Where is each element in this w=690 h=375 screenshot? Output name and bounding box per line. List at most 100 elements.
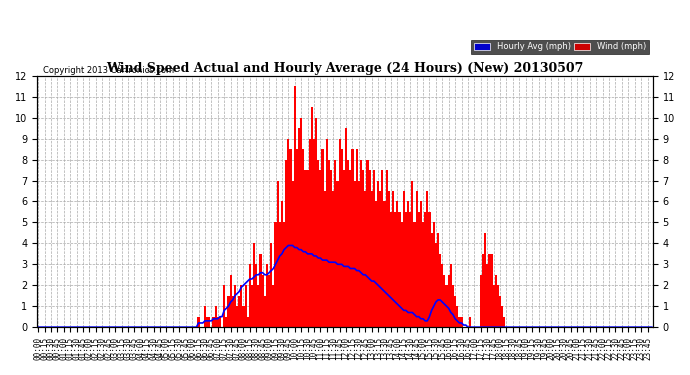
Bar xyxy=(375,201,377,327)
Bar xyxy=(373,170,375,327)
Bar xyxy=(234,285,236,327)
Bar xyxy=(277,180,279,327)
Bar xyxy=(403,191,405,327)
Bar xyxy=(206,316,208,327)
Bar xyxy=(351,149,353,327)
Bar xyxy=(355,149,358,327)
Bar xyxy=(266,264,268,327)
Bar xyxy=(294,86,296,327)
Bar xyxy=(345,128,347,327)
Bar xyxy=(484,233,486,327)
Bar xyxy=(437,233,439,327)
Bar xyxy=(382,170,384,327)
Bar xyxy=(197,316,199,327)
Bar xyxy=(413,222,415,327)
Bar xyxy=(242,306,244,327)
Bar xyxy=(435,243,437,327)
Bar xyxy=(251,285,253,327)
Bar xyxy=(495,275,497,327)
Text: Copyright 2013 Cartronics.com: Copyright 2013 Cartronics.com xyxy=(43,66,175,75)
Bar xyxy=(230,275,232,327)
Bar xyxy=(448,275,450,327)
Bar xyxy=(296,149,298,327)
Bar xyxy=(377,180,380,327)
Bar xyxy=(337,180,339,327)
Bar xyxy=(204,306,206,327)
Bar xyxy=(324,191,326,327)
Bar xyxy=(335,160,337,327)
Bar xyxy=(240,285,242,327)
Bar xyxy=(388,191,390,327)
Bar xyxy=(270,243,273,327)
Bar xyxy=(482,254,484,327)
Bar xyxy=(208,316,210,327)
Bar xyxy=(486,264,489,327)
Bar xyxy=(228,296,230,327)
Bar xyxy=(275,222,277,327)
Bar xyxy=(424,212,426,327)
Bar xyxy=(328,160,330,327)
Bar xyxy=(308,139,310,327)
Bar xyxy=(281,201,283,327)
Bar xyxy=(219,316,221,327)
Bar xyxy=(341,149,343,327)
Bar xyxy=(319,170,322,327)
Bar xyxy=(503,316,505,327)
Bar xyxy=(253,243,255,327)
Bar xyxy=(264,296,266,327)
Bar xyxy=(300,118,302,327)
Bar xyxy=(262,275,264,327)
Bar xyxy=(347,160,349,327)
Bar xyxy=(268,275,270,327)
Bar xyxy=(217,316,219,327)
Bar xyxy=(273,285,275,327)
Bar xyxy=(246,316,249,327)
Bar xyxy=(349,170,351,327)
Bar xyxy=(292,180,294,327)
Bar xyxy=(215,306,217,327)
Bar xyxy=(460,316,462,327)
Bar xyxy=(236,306,238,327)
Bar xyxy=(244,285,246,327)
Bar xyxy=(287,139,289,327)
Bar xyxy=(394,212,396,327)
Bar xyxy=(439,254,441,327)
Bar xyxy=(456,306,458,327)
Legend: Hourly Avg (mph), Wind (mph): Hourly Avg (mph), Wind (mph) xyxy=(471,40,649,54)
Bar xyxy=(326,139,328,327)
Bar xyxy=(428,212,431,327)
Bar xyxy=(426,191,428,327)
Bar xyxy=(491,254,493,327)
Bar xyxy=(441,264,444,327)
Bar xyxy=(223,285,225,327)
Bar xyxy=(332,191,335,327)
Bar xyxy=(499,296,501,327)
Bar xyxy=(415,191,417,327)
Bar xyxy=(360,160,362,327)
Bar xyxy=(279,222,281,327)
Bar xyxy=(306,170,308,327)
Bar xyxy=(353,180,355,327)
Bar xyxy=(398,212,401,327)
Bar xyxy=(343,170,345,327)
Bar xyxy=(213,316,215,327)
Bar xyxy=(313,139,315,327)
Bar xyxy=(450,264,452,327)
Bar xyxy=(298,128,300,327)
Bar xyxy=(259,254,262,327)
Bar xyxy=(420,201,422,327)
Bar xyxy=(289,149,292,327)
Bar xyxy=(384,201,386,327)
Bar xyxy=(283,222,285,327)
Bar xyxy=(444,275,446,327)
Bar xyxy=(501,306,503,327)
Bar xyxy=(458,316,460,327)
Bar xyxy=(493,285,495,327)
Bar xyxy=(339,139,341,327)
Title: Wind Speed Actual and Hourly Average (24 Hours) (New) 20130507: Wind Speed Actual and Hourly Average (24… xyxy=(106,62,584,75)
Bar xyxy=(249,264,251,327)
Bar xyxy=(469,316,471,327)
Bar xyxy=(390,212,392,327)
Bar xyxy=(225,316,228,327)
Bar xyxy=(232,296,234,327)
